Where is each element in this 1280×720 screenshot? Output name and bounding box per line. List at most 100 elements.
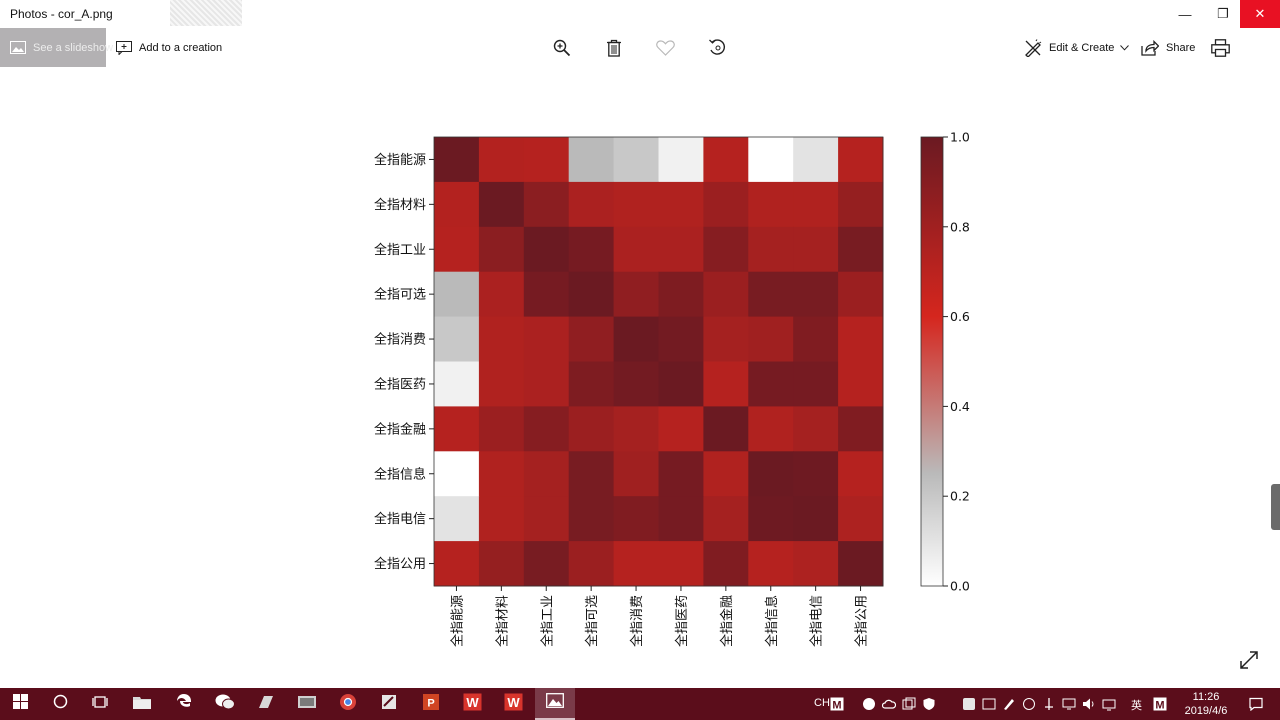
- x-tick-label: 全指医药: [674, 595, 690, 647]
- colorbar-tick-label: 1.0: [950, 130, 970, 145]
- heatmap-cell: [703, 181, 749, 228]
- heatmap-cell: [748, 361, 794, 407]
- taskbar-app-3[interactable]: [369, 688, 409, 720]
- full-screen-button[interactable]: [1239, 650, 1261, 672]
- heatmap-cell: [568, 226, 615, 273]
- edit-create-button[interactable]: Edit & Create: [1024, 28, 1130, 67]
- print-button[interactable]: [1211, 28, 1230, 67]
- colorbar-tick-label: 0.8: [950, 219, 970, 234]
- heatmap-cell: [838, 271, 884, 318]
- taskbar-edge[interactable]: [164, 688, 204, 720]
- edit-create-label: Edit & Create: [1049, 41, 1115, 54]
- heatmap-cell: [434, 137, 480, 183]
- heatmap-cell: [793, 361, 839, 407]
- tray-language[interactable]: CH: [814, 697, 830, 709]
- heatmap-cell: [838, 137, 884, 183]
- tray-app-icon[interactable]: [982, 697, 996, 711]
- heatmap-cell: [793, 181, 839, 228]
- window-title: Photos - cor_A.png: [10, 7, 113, 21]
- taskbar-wps-2[interactable]: W: [493, 688, 533, 720]
- svg-text:W: W: [507, 695, 520, 710]
- taskbar-app-2[interactable]: [287, 688, 327, 720]
- heatmap-cell: [523, 451, 570, 497]
- delete-button[interactable]: [606, 28, 622, 67]
- zoom-in-icon: [553, 39, 571, 57]
- heatmap-cell: [838, 406, 884, 452]
- app-icon: [380, 693, 398, 716]
- x-tick-label: 全指消费: [629, 595, 645, 647]
- taskbar-file-explorer[interactable]: [122, 688, 162, 720]
- add-to-creation-button[interactable]: Add to a creation: [116, 28, 222, 67]
- y-tick-label: 全指材料: [374, 197, 426, 213]
- tray-app-icon[interactable]: [862, 697, 876, 711]
- volume-icon[interactable]: [1082, 697, 1096, 711]
- heatmap-cell: [523, 137, 570, 183]
- tray-ime-icon[interactable]: M: [1153, 697, 1167, 712]
- edit-create-icon: [1024, 38, 1042, 57]
- heatmap-cell: [748, 496, 794, 542]
- minimize-button[interactable]: —: [1178, 6, 1192, 22]
- taskbar-photos[interactable]: [535, 688, 575, 720]
- tray-pen-icon[interactable]: [1002, 697, 1016, 711]
- heatmap-cell: [658, 137, 704, 183]
- heatmap-cell: [568, 496, 615, 542]
- heatmap-cell: [838, 226, 884, 273]
- colorbar-tick-label: 0.0: [950, 579, 970, 594]
- start-button[interactable]: [0, 688, 40, 720]
- share-button[interactable]: Share: [1141, 28, 1195, 67]
- heatmap-cell: [613, 541, 659, 587]
- heatmap-cell: [658, 406, 704, 452]
- svg-text:M: M: [1155, 700, 1164, 712]
- heatmap-cell: [568, 271, 615, 318]
- tray-app-icon[interactable]: [962, 697, 976, 711]
- network-icon[interactable]: [1102, 697, 1116, 711]
- heatmap-cell: [568, 316, 615, 362]
- add-creation-icon: [116, 40, 132, 55]
- y-tick-label: 全指消费: [374, 332, 426, 348]
- taskbar-clock[interactable]: 11:26 2019/4/6: [1176, 690, 1236, 718]
- rotate-button[interactable]: [708, 28, 727, 67]
- y-tick-label: 全指可选: [374, 287, 426, 303]
- search-cortana-button[interactable]: [40, 688, 80, 720]
- taskbar-wps-1[interactable]: W: [452, 688, 492, 720]
- tray-cloud-icon[interactable]: [881, 697, 897, 711]
- app-icon: [257, 694, 275, 715]
- heatmap-cell: [478, 361, 525, 407]
- app-toolbar: See a slideshow Add to a creation: [0, 28, 1280, 68]
- heatmap-cell: [478, 541, 525, 587]
- task-view-button[interactable]: [80, 688, 120, 720]
- tray-ime-mode[interactable]: 英: [1131, 700, 1142, 712]
- side-panel-handle[interactable]: [1271, 484, 1280, 530]
- slideshow-button[interactable]: See a slideshow: [0, 28, 113, 67]
- notification-icon[interactable]: [1249, 697, 1263, 712]
- tray-display-icon[interactable]: [1062, 697, 1076, 711]
- favorite-button[interactable]: [656, 28, 675, 67]
- heatmap-cell: [658, 496, 704, 542]
- share-label: Share: [1166, 41, 1196, 54]
- edge-icon: [176, 693, 193, 715]
- close-button[interactable]: ✕: [1240, 0, 1280, 28]
- tray-window-icon[interactable]: [902, 697, 916, 711]
- title-bar: Photos - cor_A.png — ❐ ✕: [0, 0, 1280, 28]
- heatmap-cell: [434, 406, 480, 452]
- heatmap-cell: [703, 316, 749, 362]
- tray-ime-icon[interactable]: M: [830, 697, 844, 712]
- zoom-button[interactable]: [553, 28, 571, 67]
- tray-shield-icon[interactable]: [922, 697, 936, 711]
- heatmap-cell: [703, 541, 749, 587]
- maximize-button[interactable]: ❐: [1217, 6, 1229, 21]
- tray-app-icon[interactable]: [1022, 697, 1036, 711]
- heatmap-cell: [478, 406, 525, 452]
- heatmap-cell: [434, 316, 480, 362]
- expand-icon: [1239, 651, 1259, 674]
- rotate-icon: [708, 38, 727, 57]
- cortana-icon: [53, 694, 68, 714]
- taskbar-app-1[interactable]: [246, 688, 286, 720]
- tray-pin-icon[interactable]: [1042, 697, 1056, 711]
- heatmap-cell: [613, 361, 659, 407]
- taskbar-chrome[interactable]: [328, 688, 368, 720]
- x-tick-label: 全指金融: [719, 595, 735, 647]
- app-icon: [297, 694, 317, 715]
- taskbar-powerpoint[interactable]: P: [411, 688, 451, 720]
- taskbar-wechat[interactable]: [205, 688, 245, 720]
